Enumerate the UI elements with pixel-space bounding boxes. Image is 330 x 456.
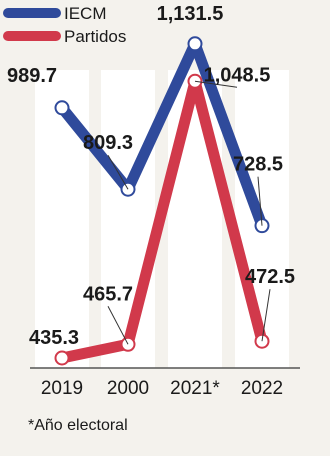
x-tick-label: 2021* <box>170 378 220 399</box>
data-label-iecm: 728.5 <box>233 154 283 176</box>
data-label-iecm: 809.3 <box>83 132 133 154</box>
data-point-iecm <box>54 100 70 116</box>
data-label-leader-partidos <box>261 289 271 342</box>
data-label-leader-partidos <box>107 306 129 345</box>
x-tick-label: 2000 <box>107 378 149 399</box>
data-point-iecm <box>187 36 203 52</box>
data-label-iecm: 1,131.5 <box>157 3 224 25</box>
background-column <box>168 70 222 368</box>
series-line-partidos <box>56 75 268 364</box>
footnote: *Año electoral <box>28 417 128 434</box>
data-point-partidos <box>54 350 70 366</box>
data-label-leader-partidos <box>194 80 238 88</box>
x-tick-label: 2019 <box>41 378 83 399</box>
legend-label-iecm: IECM <box>64 4 107 23</box>
data-label-partidos: 465.7 <box>83 283 133 305</box>
data-label-partidos: 435.3 <box>29 327 79 349</box>
background-column <box>101 70 155 368</box>
data-label-iecm: 989.7 <box>7 65 57 87</box>
series-line-iecm <box>56 38 268 232</box>
x-tick-label: 2022 <box>241 378 283 399</box>
legend-label-partidos: Partidos <box>64 27 126 46</box>
data-label-partidos: 1,048.5 <box>204 64 271 86</box>
background-column <box>35 70 89 368</box>
data-label-partidos: 472.5 <box>245 266 295 288</box>
data-label-leader-iecm <box>107 154 129 190</box>
data-label-leader-iecm <box>257 176 263 226</box>
